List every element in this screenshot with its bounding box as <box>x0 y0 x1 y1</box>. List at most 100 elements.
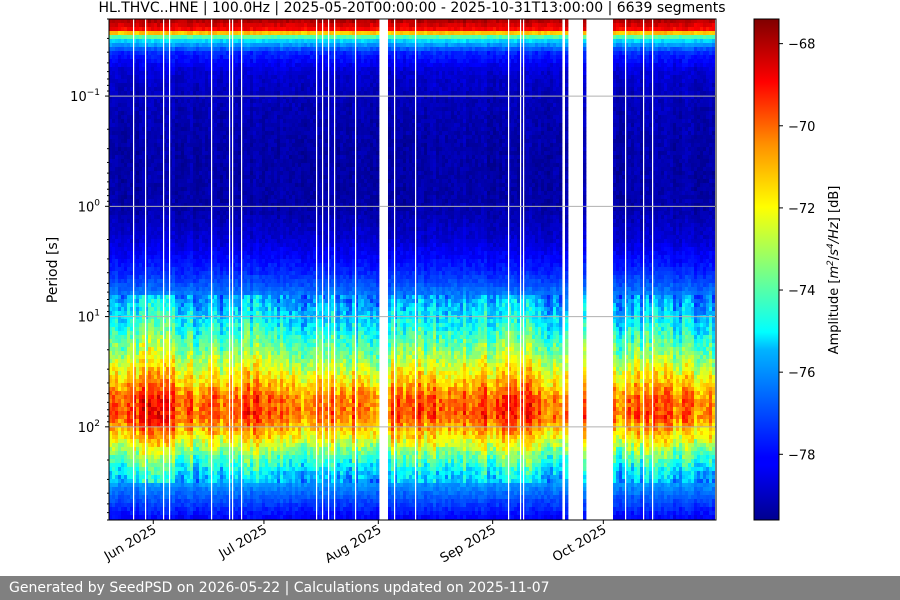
heatmap-cell <box>163 143 167 148</box>
heatmap-cell <box>202 439 206 444</box>
heatmap-cell <box>163 323 167 328</box>
heatmap-cell <box>133 439 137 444</box>
heatmap-cell <box>196 79 200 84</box>
heatmap-cell <box>166 395 170 400</box>
heatmap-cell <box>208 167 212 172</box>
heatmap-cell <box>118 339 122 344</box>
heatmap-cell <box>118 395 122 400</box>
heatmap-cell <box>193 243 197 248</box>
heatmap-cell <box>136 487 140 492</box>
heatmap-cell <box>109 487 113 492</box>
heatmap-cell <box>178 299 182 304</box>
heatmap-cell <box>160 435 164 440</box>
heatmap-cell <box>202 35 206 40</box>
heatmap-cell <box>115 475 119 480</box>
heatmap-cell <box>148 455 152 460</box>
heatmap-cell <box>202 359 206 364</box>
heatmap-cell <box>145 507 149 512</box>
heatmap-cell <box>223 255 227 260</box>
heatmap-cell <box>223 359 227 364</box>
heatmap-cell <box>217 403 221 408</box>
heatmap-cell <box>223 199 227 204</box>
heatmap-cell <box>181 67 185 72</box>
heatmap-cell <box>187 191 191 196</box>
heatmap-cell <box>127 463 131 468</box>
heatmap-cell <box>154 443 158 448</box>
heatmap-cell <box>184 231 188 236</box>
heatmap-cell <box>223 63 227 68</box>
heatmap-cell <box>130 79 134 84</box>
heatmap-cell <box>139 107 143 112</box>
heatmap-cell <box>127 163 131 168</box>
heatmap-cell <box>121 295 125 300</box>
heatmap-cell <box>181 495 185 500</box>
heatmap-cell <box>166 363 170 368</box>
heatmap-cell <box>181 379 185 384</box>
heatmap-cell <box>157 315 161 320</box>
heatmap-cell <box>142 479 146 484</box>
heatmap-cell <box>187 415 191 420</box>
heatmap-cell <box>112 31 116 36</box>
heatmap-cell <box>151 127 155 132</box>
heatmap-cell <box>157 239 161 244</box>
heatmap-cell <box>172 219 176 224</box>
heatmap-cell <box>172 247 176 252</box>
heatmap-cell <box>220 31 224 36</box>
heatmap-cell <box>205 399 209 404</box>
heatmap-cell <box>202 71 206 76</box>
heatmap-cell <box>223 107 227 112</box>
heatmap-cell <box>145 67 149 72</box>
heatmap-cell <box>223 119 227 124</box>
heatmap-cell <box>211 127 215 132</box>
heatmap-cell <box>190 215 194 220</box>
heatmap-cell <box>115 259 119 264</box>
heatmap-cell <box>157 191 161 196</box>
heatmap-cell <box>145 355 149 360</box>
heatmap-cell <box>148 343 152 348</box>
heatmap-cell <box>151 79 155 84</box>
heatmap-cell <box>208 115 212 120</box>
heatmap-cell <box>157 167 161 172</box>
heatmap-cell <box>178 447 182 452</box>
heatmap-cell <box>214 207 218 212</box>
heatmap-cell <box>226 87 230 92</box>
heatmap-cell <box>124 411 128 416</box>
heatmap-cell <box>208 275 212 280</box>
heatmap-cell <box>202 167 206 172</box>
heatmap-cell <box>115 135 119 140</box>
heatmap-cell <box>211 375 215 380</box>
heatmap-cell <box>130 111 134 116</box>
heatmap-cell <box>199 35 203 40</box>
heatmap-cell <box>112 435 116 440</box>
heatmap-cell <box>121 159 125 164</box>
heatmap-cell <box>190 355 194 360</box>
heatmap-cell <box>151 259 155 264</box>
heatmap-cell <box>211 443 215 448</box>
heatmap-cell <box>139 343 143 348</box>
heatmap-cell <box>139 447 143 452</box>
heatmap-cell <box>187 91 191 96</box>
heatmap-cell <box>217 227 221 232</box>
heatmap-cell <box>121 443 125 448</box>
heatmap-cell <box>217 375 221 380</box>
heatmap-cell <box>151 119 155 124</box>
heatmap-cell <box>205 79 209 84</box>
heatmap-cell <box>172 327 176 332</box>
heatmap-cell <box>214 307 218 312</box>
heatmap-cell <box>124 343 128 348</box>
heatmap-cell <box>157 431 161 436</box>
heatmap-cell <box>172 31 176 36</box>
heatmap-cell <box>142 503 146 508</box>
heatmap-cell <box>124 491 128 496</box>
heatmap-cell <box>220 415 224 420</box>
heatmap-cell <box>118 227 122 232</box>
heatmap-cell <box>154 403 158 408</box>
heatmap-cell <box>184 387 188 392</box>
heatmap-cell <box>193 499 197 504</box>
heatmap-cell <box>124 471 128 476</box>
heatmap-cell <box>154 47 158 52</box>
heatmap-cell <box>121 103 125 108</box>
heatmap-cell <box>184 175 188 180</box>
segment-gap <box>145 19 147 520</box>
heatmap-cell <box>169 503 173 508</box>
